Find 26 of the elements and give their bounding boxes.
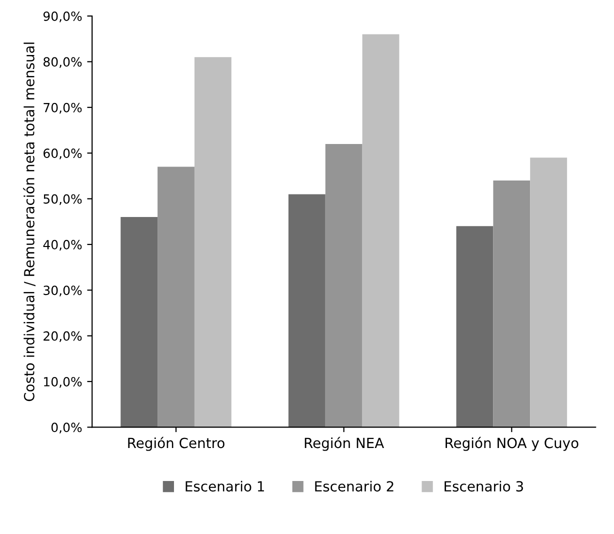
legend-label: Escenario 2 (315, 480, 394, 492)
bar (362, 34, 400, 428)
y-tick-label: 80,0% (44, 57, 82, 68)
bar (493, 180, 530, 428)
y-tick-label: 70,0% (44, 102, 82, 114)
y-axis-title: Costo individual / Remuneración neta total mensual (23, 42, 36, 402)
bar (288, 194, 326, 428)
x-tick-label: Región NOA y Cuyo (446, 436, 578, 451)
bar (158, 166, 194, 428)
y-tick-label: 50,0% (44, 194, 82, 205)
y-tick-label: 30,0% (44, 286, 82, 296)
y-tick-label: 40,0% (43, 240, 82, 251)
y-tick-label: 0,0% (51, 422, 82, 434)
y-tick-label: 90,0% (43, 11, 82, 22)
bar (325, 144, 362, 428)
bar (456, 226, 494, 428)
y-tick-label: 20,0% (44, 331, 82, 342)
legend-label: Escenario 3 (444, 480, 523, 492)
bar (530, 158, 568, 428)
x-tick-label: Región NEA (304, 436, 384, 451)
bar (120, 217, 158, 428)
bar (194, 57, 232, 428)
x-tick-label: Región Centro (128, 436, 224, 451)
y-tick-label: 60,0% (44, 148, 82, 160)
y-tick-label: 10,0% (44, 376, 82, 388)
legend-label: Escenario 1 (186, 480, 264, 492)
